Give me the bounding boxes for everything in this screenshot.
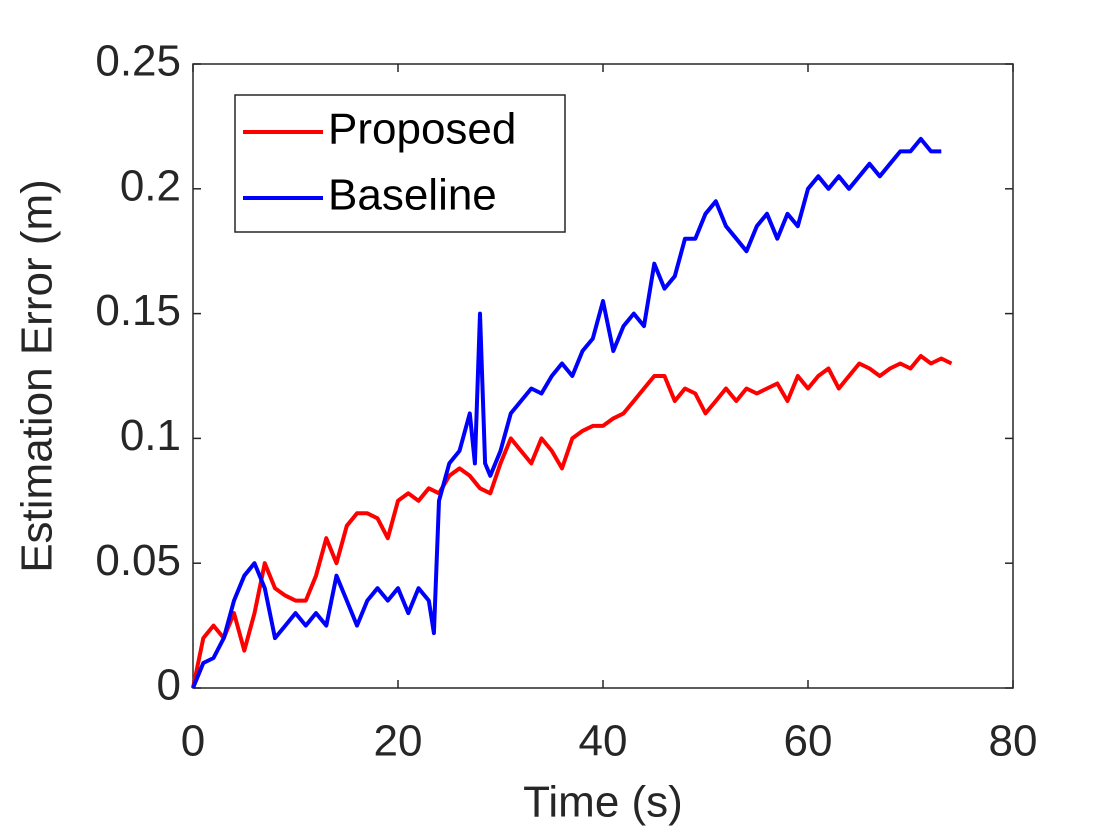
y-tick-label: 0.15 [95, 286, 181, 335]
y-tick-label: 0.25 [95, 37, 181, 86]
x-tick-label: 20 [374, 717, 423, 766]
y-tick-label: 0.1 [120, 411, 181, 460]
y-tick-label: 0 [157, 661, 181, 710]
x-axis-label: Time (s) [523, 778, 683, 827]
series-line [191, 136, 942, 689]
x-tick-label: 80 [989, 717, 1038, 766]
x-tick-label: 0 [181, 717, 205, 766]
legend: Proposed Baseline [234, 94, 566, 233]
y-tick-label: 0.05 [95, 536, 181, 585]
series-line [191, 354, 953, 689]
legend-label: Baseline [328, 171, 497, 220]
legend-box [234, 94, 566, 233]
x-tick-label: 60 [784, 717, 833, 766]
y-axis-label: Estimation Error (m) [13, 179, 62, 573]
y-tick-label: 0.2 [120, 161, 181, 210]
legend-label: Proposed [328, 105, 516, 154]
x-tick-label: 40 [579, 717, 628, 766]
